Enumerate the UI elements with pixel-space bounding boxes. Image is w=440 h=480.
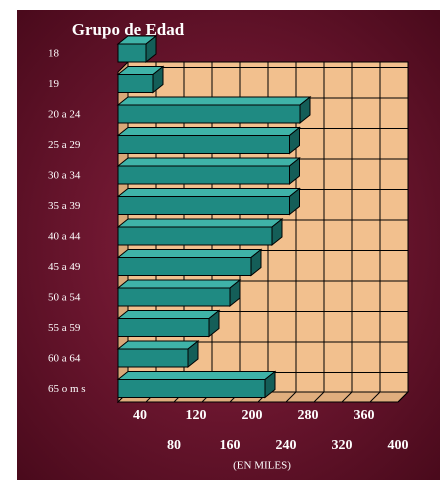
x-tick-label: 200 — [242, 408, 263, 423]
bar-top — [116, 188, 301, 197]
bar-top — [116, 96, 312, 106]
y-tick-label: 18 — [48, 48, 60, 60]
bar-top — [116, 157, 301, 167]
bar-top — [116, 310, 221, 319]
x-axis-label: (EN MILES) — [233, 460, 291, 472]
floor-line — [313, 391, 325, 403]
bar — [117, 287, 231, 307]
bar — [117, 43, 147, 63]
y-tick-label: 20 a 24 — [48, 109, 81, 121]
x-tick-label: 280 — [298, 408, 319, 423]
bar — [117, 379, 266, 398]
floor-line — [341, 391, 353, 403]
bar — [117, 135, 290, 154]
bar-top — [116, 340, 200, 350]
x-tick-label: 160 — [220, 438, 241, 453]
y-tick-label: 25 a 29 — [48, 139, 81, 151]
y-tick-label: 30 a 34 — [48, 170, 81, 182]
bar — [117, 348, 189, 368]
x-tick-label: 40 — [133, 408, 147, 423]
floor-line — [285, 391, 297, 403]
bar-top — [116, 371, 277, 380]
x-tick-label: 240 — [276, 438, 297, 453]
bar — [117, 257, 252, 276]
y-tick-label: 50 a 54 — [48, 292, 81, 304]
y-tick-label: 35 a 39 — [48, 200, 81, 212]
y-tick-label: 19 — [48, 78, 60, 90]
x-tick-label: 400 — [388, 438, 409, 453]
bar-top — [116, 127, 301, 136]
x-tick-label: 320 — [332, 438, 353, 453]
y-tick-label: 65 o m s — [48, 383, 86, 395]
bar-top — [116, 279, 242, 289]
bar — [117, 226, 273, 246]
bar — [117, 74, 154, 93]
chart-title: Grupo de Edad — [72, 20, 185, 39]
y-tick-label: 60 a 64 — [48, 353, 81, 365]
bar — [117, 318, 210, 337]
bar-top — [116, 249, 263, 258]
bar — [117, 165, 290, 185]
x-tick-label: 120 — [186, 408, 207, 423]
floor-line — [369, 391, 381, 403]
y-tick-label: 40 a 44 — [48, 231, 81, 243]
bar-top — [116, 218, 284, 228]
floor-line — [397, 391, 409, 403]
bar — [117, 196, 290, 215]
y-tick-label: 45 a 49 — [48, 261, 81, 273]
y-tick-label: 55 a 59 — [48, 322, 81, 334]
x-tick-label: 360 — [354, 408, 375, 423]
x-tick-label: 80 — [167, 438, 181, 453]
bar — [117, 104, 301, 124]
